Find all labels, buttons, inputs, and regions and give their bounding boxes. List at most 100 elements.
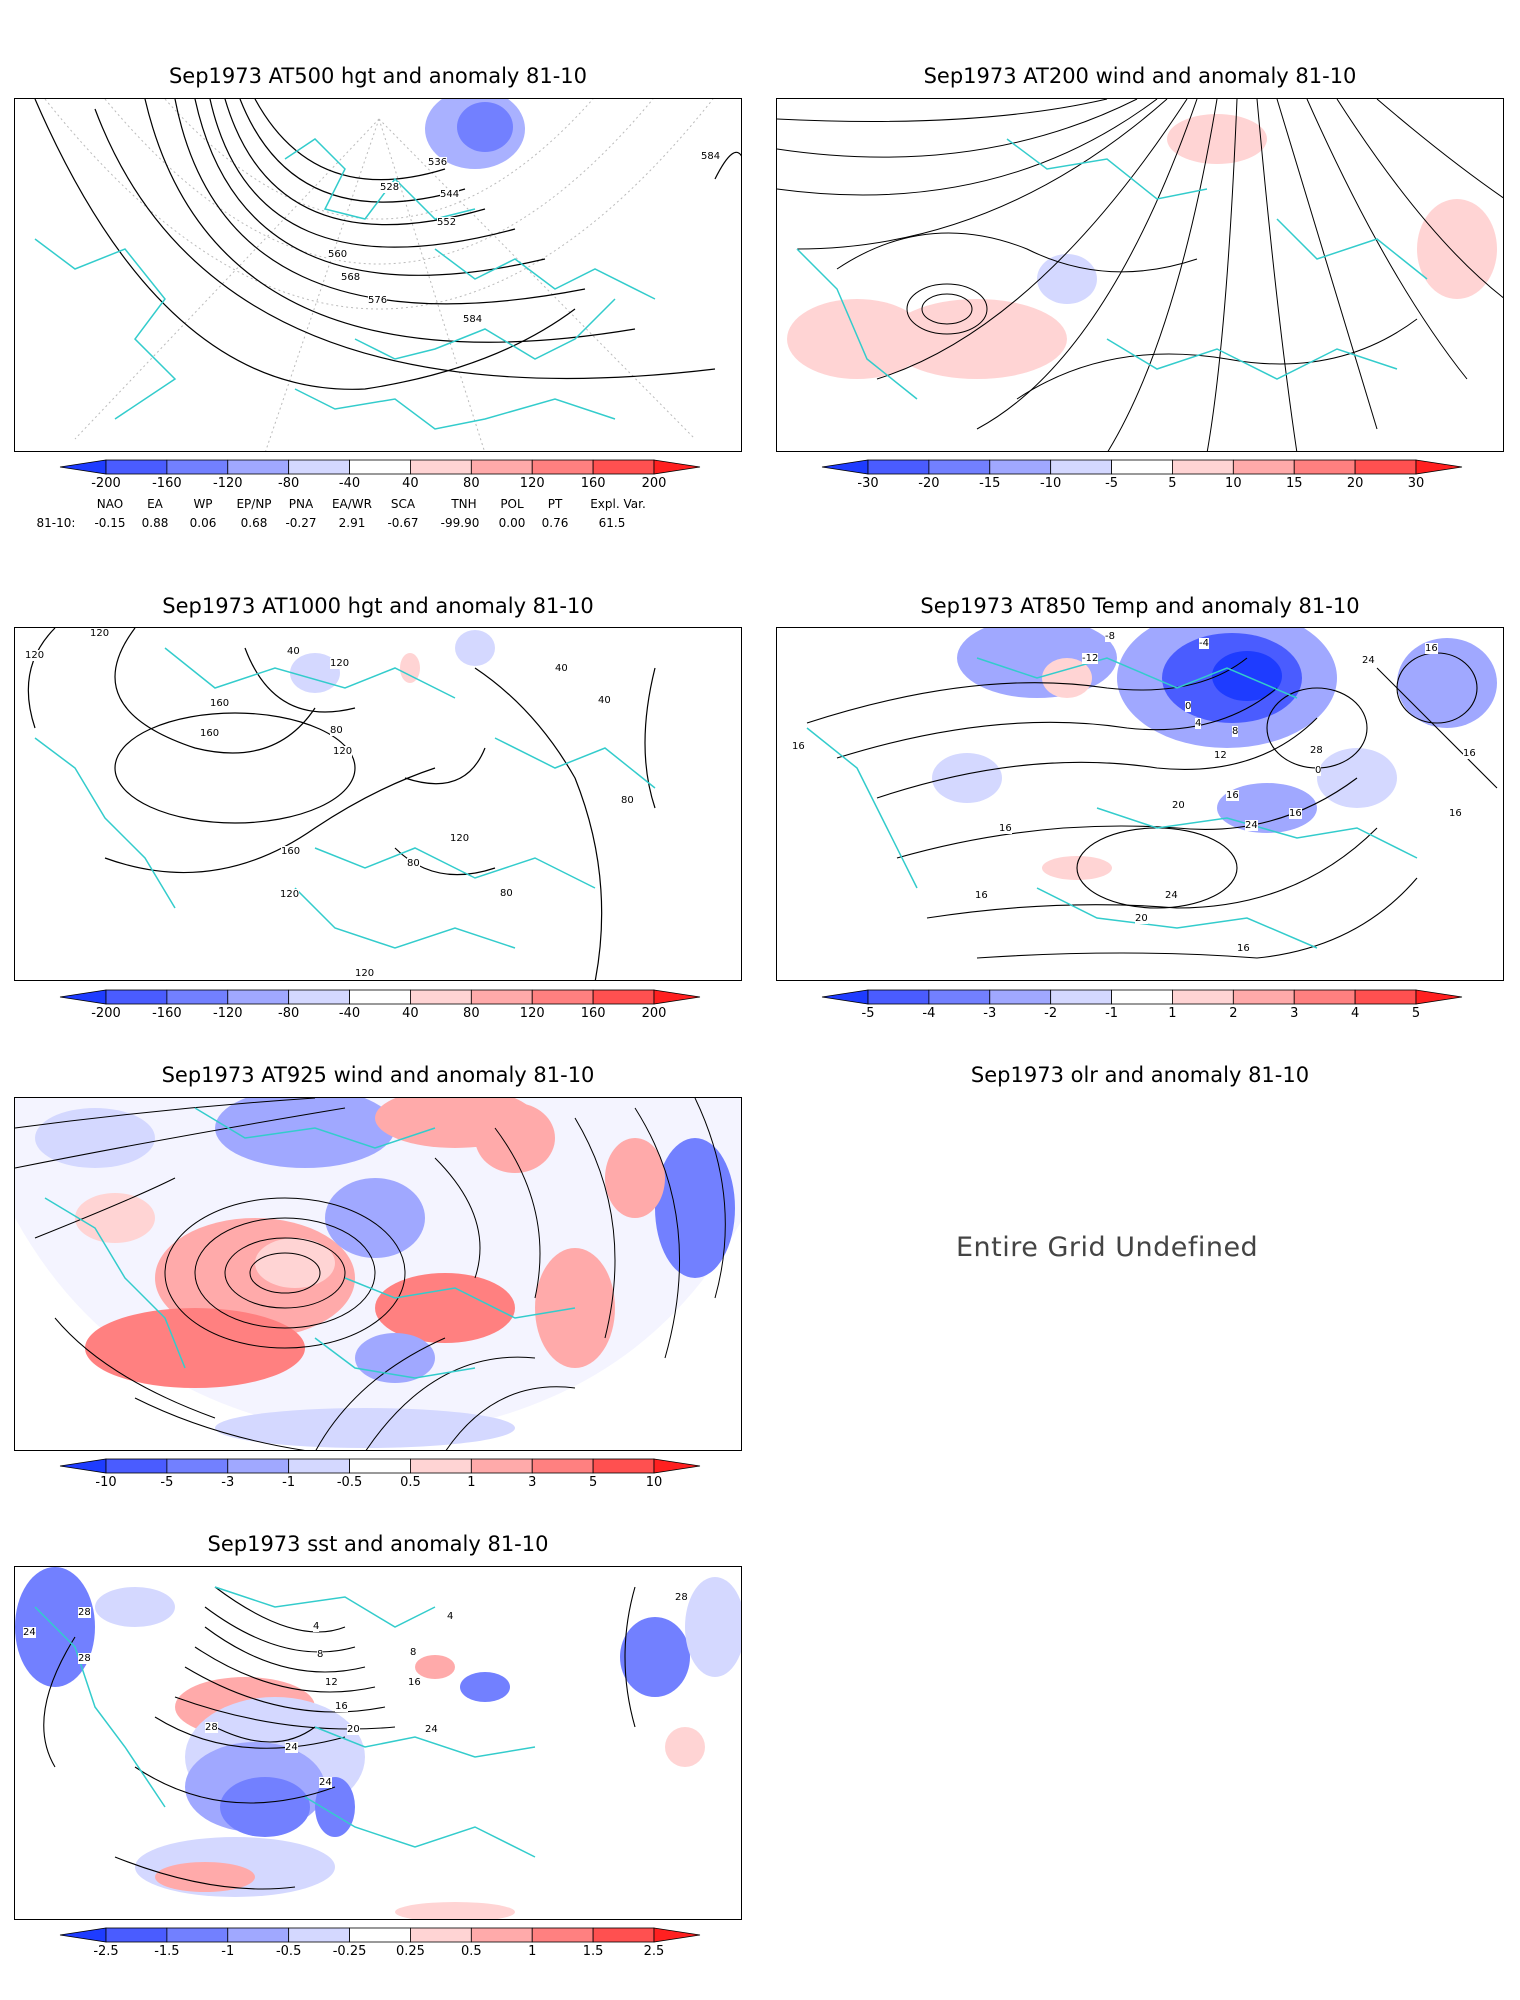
colorbar-segment <box>410 459 472 475</box>
index-value: 0.00 <box>498 516 526 530</box>
index-value: -0.27 <box>285 516 317 530</box>
colorbar-tick-label: 160 <box>580 476 606 491</box>
colorbar-segment <box>592 1927 655 1943</box>
colorbar-segment <box>1293 459 1356 475</box>
colorbar-segment <box>531 1458 594 1474</box>
colorbar-tick-label: -120 <box>213 1006 243 1021</box>
index-header: Expl. Var. <box>590 497 646 511</box>
contour-label: 16 <box>1463 748 1476 759</box>
colorbar-tick-label: -160 <box>152 476 182 491</box>
colorbar-segment <box>166 459 229 475</box>
colorbar-tick-label: -1 <box>1105 1006 1119 1021</box>
contour-label: -8 <box>1105 631 1115 642</box>
colorbar-segment <box>592 989 655 1005</box>
contour-label: 24 <box>425 1724 438 1735</box>
contour-label: 536 <box>428 157 448 168</box>
contour-label: 12 <box>325 1677 338 1688</box>
colorbar-hgt500: -200 -160 -120 -80 -40 40 80 120 160 200 <box>59 459 701 491</box>
contour-label: 4 <box>447 1611 454 1622</box>
panel-title-temp850: Sep1973 AT850 Temp and anomaly 81-10 <box>920 594 1360 618</box>
contour-label: 576 <box>368 295 388 306</box>
colorbar-segment <box>1172 459 1234 475</box>
index-row-label: 81-10: <box>36 516 76 530</box>
contour-label: 24 <box>1165 890 1178 901</box>
colorbar-tick-label: 30 <box>1407 476 1425 491</box>
contour-label: 552 <box>437 217 457 228</box>
contour-label: 80 <box>500 888 513 899</box>
colorbar-tick-label: 5 <box>588 1475 598 1490</box>
colorbar-tick-label: 5 <box>1411 1006 1421 1021</box>
colorbar-tick-label: -80 <box>278 1006 300 1021</box>
contour-label: 4 <box>1195 718 1202 729</box>
colorbar-tick-label: -1 <box>282 1475 296 1490</box>
index-value: 0.76 <box>541 516 569 530</box>
colorbar-temp850: -5 -4 -3 -2 -1 1 2 3 4 5 <box>821 989 1463 1021</box>
colorbar-segment <box>1050 459 1112 475</box>
colorbar-segment <box>592 459 655 475</box>
colorbar-tick-label: -5 <box>1105 476 1119 491</box>
index-value: 2.91 <box>338 516 366 530</box>
colorbar-segment <box>166 1927 229 1943</box>
colorbar-tick-label: -0.25 <box>332 1944 367 1959</box>
colorbar-tick-label: 120 <box>519 1006 545 1021</box>
colorbar-tick-label: -5 <box>160 1475 174 1490</box>
colorbar-segment <box>105 1458 168 1474</box>
colorbar-tick-label: 200 <box>641 1006 667 1021</box>
colorbar-segment <box>410 1458 472 1474</box>
index-value: 61.5 <box>598 516 626 530</box>
colorbar-tick-label: -2.5 <box>93 1944 119 1959</box>
index-header: EA/WR <box>331 497 373 511</box>
colorbar-tick-label: 2 <box>1229 1006 1238 1021</box>
index-header: PT <box>547 497 563 511</box>
index-value: 0.88 <box>141 516 169 530</box>
colorbar-tick-label: 3 <box>528 1475 537 1490</box>
colorbar-segment <box>166 1458 229 1474</box>
map-temp850-svg <box>806 628 1498 959</box>
panel-title-wind200: Sep1973 AT200 wind and anomaly 81-10 <box>923 64 1357 88</box>
map-hgt1000-svg <box>27 628 656 980</box>
colorbar-hgt1000: -200 -160 -120 -80 -40 40 80 120 160 200 <box>59 989 701 1021</box>
contour-label: 0 <box>1185 701 1192 712</box>
index-header: POL <box>500 497 524 511</box>
colorbar-tick-label: -30 <box>857 476 879 491</box>
colorbar-svg <box>59 459 701 475</box>
colorbar-tick-label: -5 <box>861 1006 875 1021</box>
colorbar-svg <box>59 1927 701 1943</box>
colorbar-tick-label: -40 <box>338 476 361 491</box>
colorbar-tick-label: -10 <box>95 1475 117 1490</box>
colorbar-arrow-high <box>653 459 701 475</box>
colorbar-svg <box>821 459 1463 475</box>
contour-label: 160 <box>281 846 301 857</box>
colorbar-segment <box>1111 459 1173 475</box>
contour-label: 16 <box>1237 943 1250 954</box>
map-hgt500: 528 536 544 552 560 568 576 584 584 <box>14 98 742 452</box>
colorbar-tick-label: -160 <box>152 1006 182 1021</box>
colorbar-arrow-low <box>821 459 869 475</box>
contour-label: 28 <box>1310 745 1323 756</box>
colorbar-tick-label: -15 <box>979 476 1001 491</box>
colorbar-segment <box>410 1927 472 1943</box>
colorbar-segment <box>531 1927 594 1943</box>
map-sst: 24 28 28 4 8 12 16 20 24 28 24 8 16 4 28… <box>14 1566 742 1920</box>
colorbar-segment <box>867 459 930 475</box>
contour-label: 16 <box>335 1701 348 1712</box>
colorbar-sst: -2.5 -1.5 -1 -0.5 -0.25 0.25 0.5 1 1.5 2.5 <box>59 1927 701 1959</box>
colorbar-segment <box>1232 459 1295 475</box>
colorbar-arrow-high <box>1415 989 1463 1005</box>
contour-label: 24 <box>319 1777 332 1788</box>
colorbar-segment <box>227 989 290 1005</box>
colorbar-segment <box>867 989 930 1005</box>
colorbar-segment <box>1111 989 1173 1005</box>
contour-label: -12 <box>1082 653 1099 664</box>
colorbar-segment <box>410 989 472 1005</box>
map-wind200 <box>776 98 1504 452</box>
contour-label: 20 <box>347 1724 360 1735</box>
colorbar-segment <box>227 1927 290 1943</box>
contour-label: 560 <box>328 249 348 260</box>
panel-title-hgt1000: Sep1973 AT1000 hgt and anomaly 81-10 <box>162 594 594 618</box>
index-header: TNH <box>451 497 477 511</box>
undefined-grid-message: Entire Grid Undefined <box>956 1232 1259 1263</box>
colorbar-segment <box>349 459 411 475</box>
colorbar-segment <box>288 1927 350 1943</box>
contour-label: -4 <box>1199 638 1209 649</box>
